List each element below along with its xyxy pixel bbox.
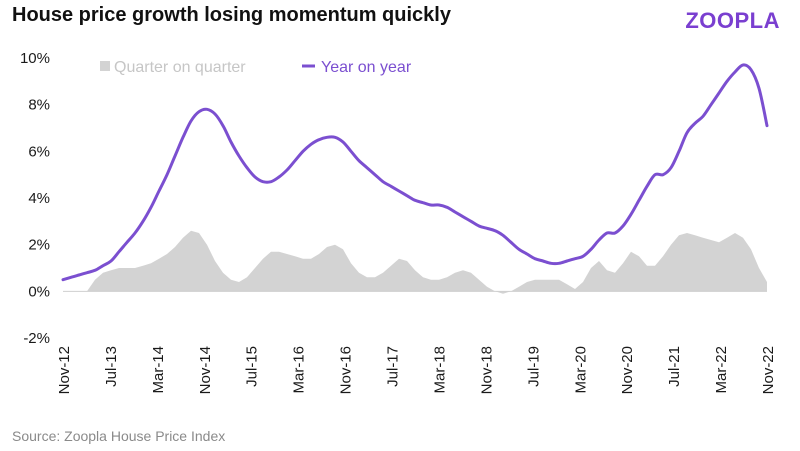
y-tick-label: 0% (28, 283, 50, 300)
y-tick-label: 10% (20, 50, 50, 67)
x-tick-label: Nov-18 (478, 346, 495, 394)
x-tick-label: Jul-15 (244, 346, 261, 387)
y-tick-label: 6% (28, 143, 50, 160)
y-tick-label: 8% (28, 97, 50, 114)
legend-swatch-quarter-on-quarter (100, 61, 110, 71)
x-tick-label: Nov-16 (338, 346, 355, 394)
x-tick-label: Nov-12 (56, 346, 73, 394)
legend: Quarter on quarter Year on year (100, 59, 412, 76)
y-tick-label: -2% (23, 330, 50, 347)
x-tick-label: Mar-20 (572, 346, 589, 394)
y-tick-label: 2% (28, 237, 50, 254)
chart-title: House price growth losing momentum quick… (12, 4, 451, 26)
x-tick-label: Jul-13 (103, 346, 120, 387)
legend-label-year-on-year: Year on year (321, 59, 412, 76)
legend-label-quarter-on-quarter: Quarter on quarter (114, 59, 246, 76)
x-tick-label: Nov-20 (619, 346, 636, 394)
x-tick-label: Jul-17 (385, 346, 402, 387)
source-note: Source: Zoopla House Price Index (12, 428, 226, 444)
x-axis: Nov-12 Jul-13 Mar-14 Nov-14 Jul-15 Mar-16 Nov-… (56, 346, 777, 394)
x-tick-label: Mar-18 (431, 346, 448, 394)
y-tick-label: 4% (28, 190, 50, 207)
series-line-year-on-year (61, 63, 769, 282)
zoopla-logo: ZOOPLA (685, 8, 780, 33)
x-tick-label: Jul-21 (666, 346, 683, 387)
x-tick-label: Jul-19 (525, 346, 542, 387)
x-tick-label: Mar-14 (150, 346, 167, 394)
x-tick-label: Mar-16 (291, 346, 308, 394)
x-tick-label: Nov-22 (760, 346, 777, 394)
y-axis: -2% 0% 2% 4% 6% 8% 10% (20, 50, 50, 347)
x-tick-label: Mar-22 (713, 346, 730, 394)
x-tick-label: Nov-14 (197, 346, 214, 394)
series-area-quarter-on-quarter (63, 230, 767, 294)
